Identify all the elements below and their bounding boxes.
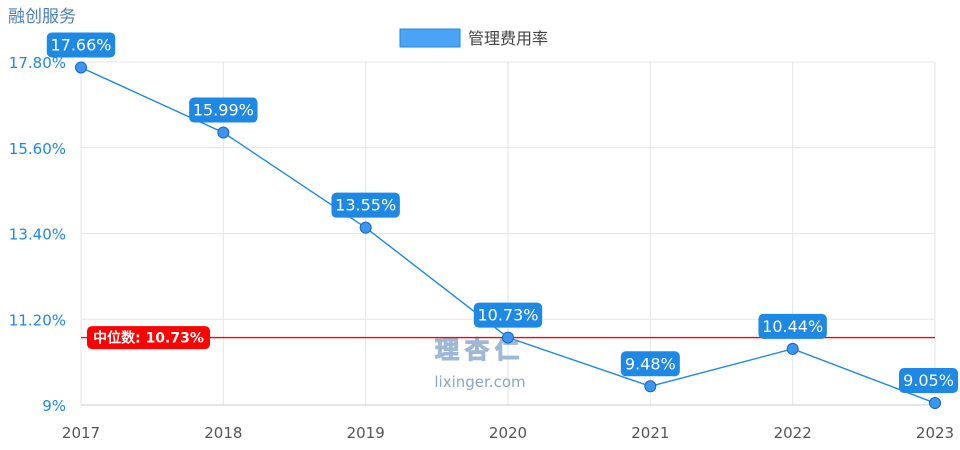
- watermark-url: lixinger.com: [434, 373, 525, 391]
- data-label: 13.55%: [335, 196, 396, 215]
- data-label-box: [758, 313, 827, 339]
- data-label-box: [331, 192, 400, 218]
- y-tick-label: 9%: [42, 397, 66, 415]
- x-tick-label: 2017: [62, 424, 100, 442]
- legend-label: 管理费用率: [468, 29, 548, 48]
- y-tick-label: 15.60%: [9, 140, 66, 158]
- data-label-box: [189, 97, 258, 123]
- data-point[interactable]: [75, 61, 87, 74]
- x-tick-label: 2021: [631, 424, 669, 442]
- company-title: 融创服务: [8, 7, 76, 27]
- data-point[interactable]: [217, 126, 230, 139]
- legend-swatch: [399, 28, 461, 48]
- data-point[interactable]: [786, 342, 799, 355]
- x-tick-label: 2018: [204, 424, 242, 442]
- y-tick-label: 17.80%: [9, 54, 66, 72]
- data-label: 10.73%: [477, 306, 538, 325]
- data-point[interactable]: [359, 221, 372, 234]
- data-label: 15.99%: [193, 101, 254, 120]
- data-label: 17.66%: [50, 35, 111, 54]
- y-tick-label: 13.40%: [9, 226, 66, 244]
- data-point[interactable]: [929, 397, 941, 410]
- data-label-box: [46, 32, 116, 58]
- data-label-box: [899, 368, 958, 394]
- median-label-box: [87, 326, 210, 350]
- watermark-logo: 理杏仁: [435, 336, 525, 364]
- data-point[interactable]: [502, 331, 514, 344]
- y-tick-label: 11.20%: [9, 311, 66, 329]
- x-tick-label: 2022: [774, 424, 812, 442]
- x-tick-label: 2023: [916, 424, 954, 442]
- data-label: 10.44%: [762, 317, 823, 336]
- data-label: 9.48%: [625, 354, 676, 373]
- median-label: 中位数: 10.73%: [93, 330, 204, 347]
- data-label-box: [620, 351, 680, 377]
- data-label: 9.05%: [903, 371, 954, 390]
- data-point[interactable]: [644, 380, 657, 393]
- data-label-box: [473, 302, 543, 328]
- x-tick-label: 2020: [489, 424, 527, 442]
- x-tick-label: 2019: [347, 424, 385, 442]
